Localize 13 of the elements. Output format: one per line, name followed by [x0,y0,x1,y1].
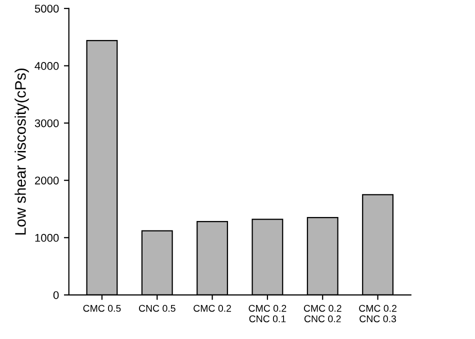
x-tick-label: CMC 0.2 CNC 0.2 [304,304,342,322]
y-tick-label: 4000 [34,62,59,70]
x-tick-label: CMC 0.2 CNC 0.3 [359,304,396,322]
y-tick-label: 3000 [34,119,59,128]
y-tick-label: 2000 [34,176,59,184]
x-tick-label: CNC 0.5 [138,304,176,312]
x-tick-label: CMC 0.5 [83,304,121,312]
y-tick-label: 5000 [34,4,59,13]
y-axis-title: Low shear viscosity(cPs) [14,68,29,234]
x-tick-label: CMC 0.2 CNC 0.1 [248,304,286,322]
y-tick-label: 1000 [35,234,59,242]
x-tick-label: CMC 0.2 [194,304,231,312]
y-tick-label: 0 [53,291,59,300]
